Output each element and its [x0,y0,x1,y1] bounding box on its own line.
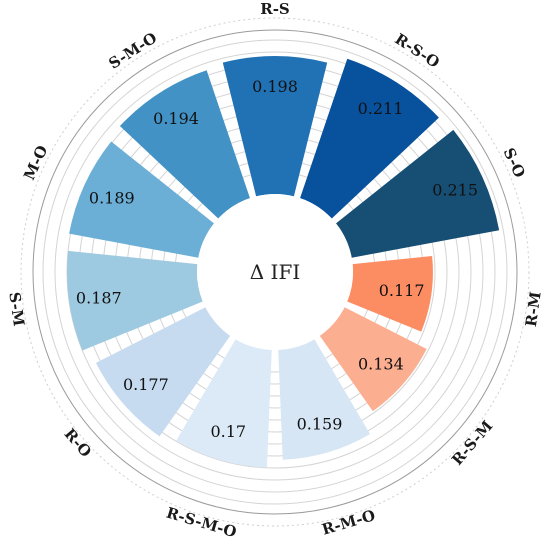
value-label: 0.177 [123,375,169,394]
value-label: 0.187 [76,288,122,307]
bar-r-o [95,307,231,437]
category-label: R-M [522,290,545,327]
value-label: 0.215 [432,181,478,200]
bar-r-m [347,255,433,332]
value-label: 0.159 [297,415,343,434]
grid-ring [42,39,508,505]
bar-s-o [336,129,500,258]
bar-s-m-o [119,70,250,219]
value-label: 0.134 [358,355,404,374]
category-label: R-S-M [448,417,496,469]
bar-r-m-o [278,339,371,460]
category-label: S-O [500,145,529,180]
category-label: S-M-O [105,29,160,73]
value-label: 0.211 [358,99,404,118]
grid-ring [54,51,496,493]
bar-r-s-o [300,58,439,219]
value-label: 0.189 [89,188,135,207]
value-labels: 0.198 0.211 0.215 0.117 0.134 0.159 0.17 0.177 0… [76,77,478,441]
category-label: M-O [20,143,51,183]
category-label: R-S [260,0,290,18]
bar-r-s-m-o [176,339,272,468]
category-label: R-O [61,425,95,461]
value-label: 0.117 [379,281,425,300]
center-label: Δ IFI [250,260,300,284]
bar-m-o [69,141,214,258]
bar-r-s-m [319,307,427,412]
category-label: R-M-O [320,506,377,539]
center-hole [197,194,353,350]
grid-outer-ring [32,29,518,515]
grid-outer-dotted-ring [20,17,530,527]
bar-r-s [222,56,328,197]
category-label: S-M [5,291,28,327]
bars [67,56,500,468]
value-label: 0.194 [153,109,199,128]
value-label: 0.17 [210,422,246,441]
bar-s-m [67,250,203,351]
value-label: 0.198 [252,77,298,96]
